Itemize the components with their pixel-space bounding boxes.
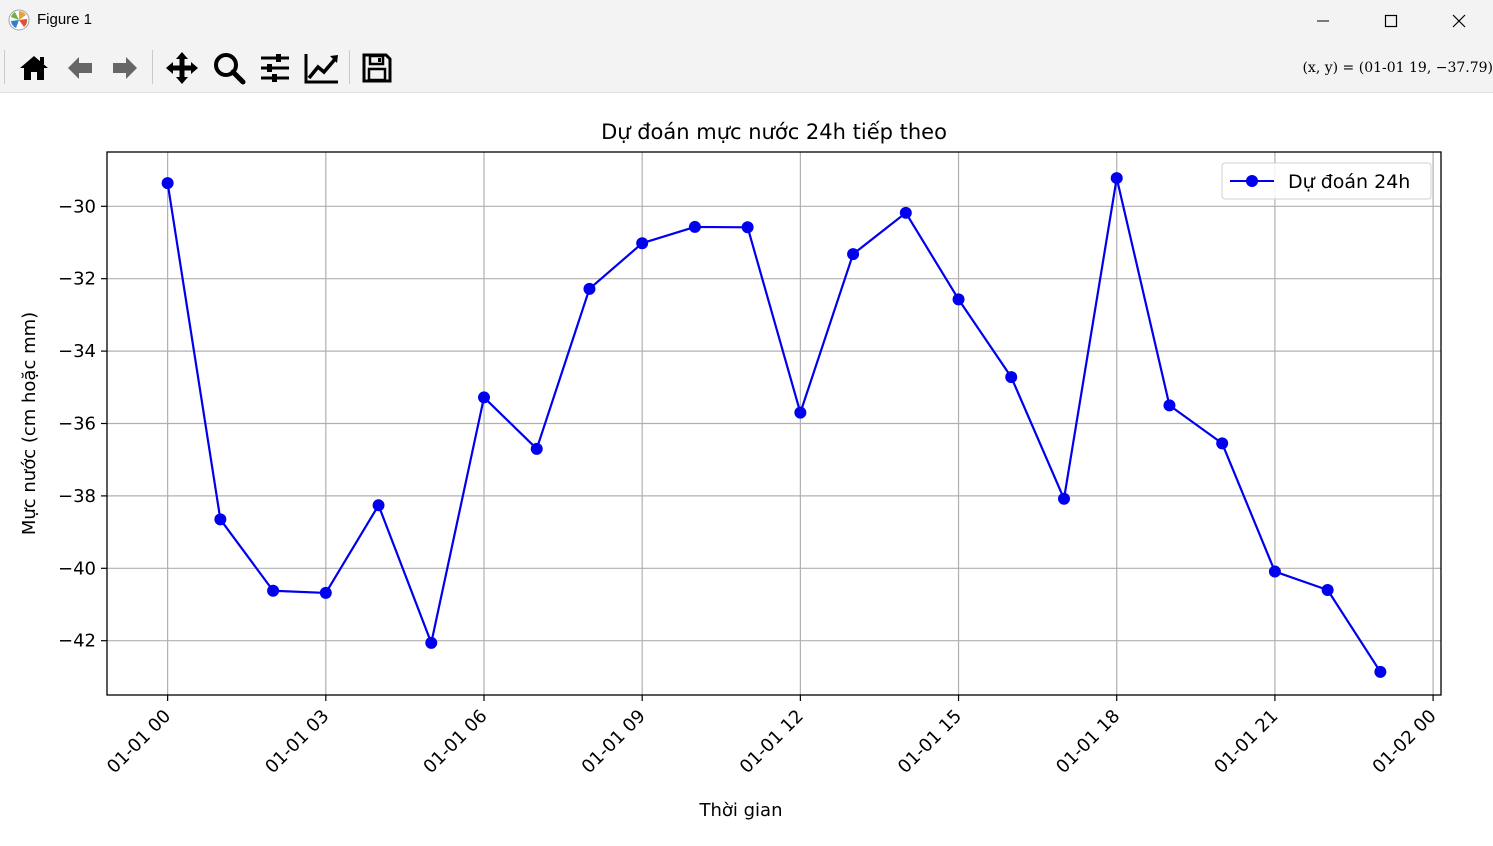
toolbar-separator: [349, 50, 350, 84]
data-point: [267, 584, 280, 597]
data-point: [847, 248, 860, 261]
data-point: [1163, 399, 1176, 412]
close-icon: [1452, 14, 1466, 28]
maximize-icon: [1384, 14, 1398, 28]
y-tick-label: −30: [58, 196, 96, 217]
y-axis-label: Mực nước (cm hoặc mm): [19, 312, 40, 535]
toolbar-separator: [4, 50, 5, 84]
configure-subplots-button[interactable]: [257, 50, 293, 86]
legend[interactable]: Dự đoán 24h: [1221, 162, 1432, 200]
data-point: [1216, 437, 1229, 450]
maximize-button[interactable]: [1356, 0, 1426, 42]
line-chart[interactable]: 01-01 00 01-01 03 01-01 06 01-01 09 01-01 12…: [0, 93, 1493, 842]
data-point: [161, 177, 174, 190]
data-point: [1268, 565, 1281, 578]
navigation-toolbar: (x, y) = (01-01 19, −37.79): [0, 42, 1493, 93]
x-tick-label: 01-01 18: [1052, 706, 1124, 778]
back-arrow-icon: [68, 57, 92, 79]
data-point: [794, 406, 807, 419]
data-point: [688, 220, 701, 233]
toolbar-separator: [152, 50, 153, 84]
zoom-button[interactable]: [211, 50, 247, 86]
data-point: [583, 282, 596, 295]
home-button[interactable]: [16, 50, 52, 86]
legend-box: [1221, 162, 1432, 200]
x-tick-label: 01-01 09: [578, 706, 650, 778]
save-button[interactable]: [359, 50, 395, 86]
edit-axis-button[interactable]: [304, 50, 340, 86]
close-button[interactable]: [1424, 0, 1493, 42]
pan-move-icon: [166, 52, 198, 84]
x-tick-label: 01-01 15: [894, 706, 966, 778]
home-icon: [20, 56, 48, 80]
back-button[interactable]: [62, 50, 98, 86]
title-bar: Figure 1: [0, 0, 1493, 42]
data-point: [1374, 665, 1387, 678]
data-point: [1005, 371, 1018, 384]
data-point: [741, 221, 754, 234]
y-tick-label: −40: [58, 558, 96, 579]
figure-canvas[interactable]: 01-01 00 01-01 03 01-01 06 01-01 09 01-01 12…: [0, 93, 1493, 842]
forward-button[interactable]: [107, 50, 143, 86]
data-point: [214, 513, 227, 526]
window-title: Figure 1: [37, 11, 93, 28]
y-tick-label: −42: [58, 631, 96, 652]
data-point: [1110, 172, 1123, 185]
y-tick-label: −38: [58, 486, 96, 507]
x-tick-label: 01-01 03: [261, 706, 333, 778]
x-tick-label: 01-01 06: [419, 706, 491, 778]
chart-title: Dự đoán mực nước 24h tiếp theo: [601, 120, 947, 144]
save-floppy-icon: [362, 53, 392, 83]
data-point: [1321, 584, 1334, 597]
x-axis-label: Thời gian: [698, 800, 782, 821]
data-point: [478, 391, 490, 404]
data-point: [319, 586, 332, 599]
data-point: [899, 206, 912, 219]
data-point: [372, 499, 385, 512]
y-tick-label: −32: [58, 269, 96, 290]
y-tick-label: −34: [58, 341, 96, 362]
series-layer: [161, 172, 1387, 678]
cursor-coordinates-readout: (x, y) = (01-01 19, −37.79): [1302, 60, 1493, 76]
pan-button[interactable]: [164, 50, 200, 86]
legend-entry-label: Dự đoán 24h: [1288, 171, 1410, 193]
data-point: [636, 237, 649, 250]
data-point: [1058, 492, 1070, 505]
series-line: [166, 176, 1382, 673]
forward-arrow-icon: [113, 57, 137, 79]
legend-marker-swatch: [1246, 175, 1258, 187]
data-point: [530, 442, 543, 455]
minimize-button[interactable]: [1288, 0, 1358, 42]
zoom-magnifier-icon: [214, 53, 246, 85]
x-tick-label: 01-01 21: [1210, 706, 1282, 778]
ticks: 01-01 00 01-01 03 01-01 06 01-01 09 01-01 12…: [58, 196, 1441, 777]
data-point: [952, 293, 965, 306]
configure-subplots-icon: [261, 54, 289, 82]
x-tick-label: 01-01 00: [103, 706, 175, 778]
minimize-icon: [1317, 20, 1329, 22]
matplotlib-logo-icon: [8, 9, 30, 31]
data-point: [425, 636, 438, 649]
x-tick-label: 01-01 12: [736, 706, 808, 778]
y-tick-label: −36: [58, 414, 96, 435]
edit-axis-icon: [304, 54, 338, 84]
grid: [107, 152, 1441, 695]
x-tick-label: 01-02 00: [1369, 706, 1441, 778]
